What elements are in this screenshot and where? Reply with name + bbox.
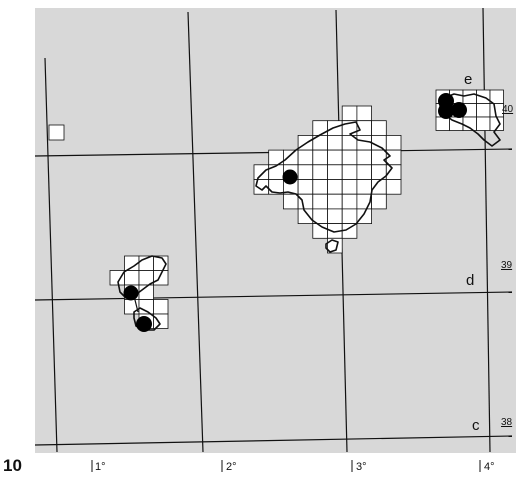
survey-square — [268, 164, 284, 180]
survey-square — [476, 116, 491, 131]
survey-square — [153, 270, 169, 286]
survey-square — [327, 149, 343, 166]
survey-square — [341, 149, 358, 166]
survey-square — [312, 149, 328, 166]
meridian-1 — [44, 57, 58, 453]
survey-square — [435, 116, 450, 131]
survey-square-west-edge — [48, 124, 65, 141]
survey-square — [462, 89, 477, 104]
lat-label-40: 40 — [502, 104, 514, 115]
survey-square — [341, 179, 358, 195]
survey-square — [297, 164, 314, 180]
survey-square — [476, 103, 491, 118]
survey-square — [153, 313, 169, 329]
record-dot-menorca-2 — [438, 103, 454, 119]
survey-square — [327, 208, 343, 224]
survey-square — [297, 193, 314, 210]
survey-square — [385, 134, 402, 151]
survey-square — [356, 164, 372, 180]
coast-menorca — [439, 93, 501, 147]
coast-formentera — [133, 307, 161, 331]
survey-square — [341, 208, 358, 224]
survey-square — [327, 193, 343, 210]
lat-label-39: 39 — [501, 260, 513, 271]
survey-square — [109, 270, 125, 286]
survey-square — [312, 193, 328, 210]
coast-mallorca — [255, 121, 393, 233]
meridian-4 — [482, 7, 491, 453]
survey-square — [356, 208, 372, 224]
bottom-ticks — [91, 460, 481, 472]
survey-square — [282, 149, 299, 166]
lat-label-38: 38 — [501, 417, 513, 428]
zone-letter-c: c — [472, 417, 480, 434]
record-dot-ibiza — [123, 285, 139, 301]
survey-square — [341, 193, 358, 210]
lon-label-1: 1° — [95, 461, 106, 473]
meridian-2 — [187, 11, 204, 453]
lon-label-3: 3° — [356, 461, 367, 473]
survey-square — [356, 134, 372, 151]
survey-square — [356, 149, 372, 166]
record-dots — [123, 93, 467, 332]
survey-square — [312, 164, 328, 180]
survey-square — [312, 120, 328, 136]
survey-square — [356, 105, 372, 122]
figure-number: 10 — [3, 456, 22, 475]
map-background — [35, 8, 516, 453]
survey-square — [282, 193, 299, 210]
survey-square — [371, 120, 387, 136]
lon-label-4: 4° — [484, 461, 495, 473]
survey-square — [253, 164, 270, 180]
zone-letter-e: e — [464, 71, 472, 88]
survey-squares-mallorca — [253, 105, 402, 254]
lon-label-2: 2° — [226, 461, 237, 473]
survey-square — [341, 105, 358, 122]
survey-square — [327, 134, 343, 151]
parallel-38 — [34, 435, 513, 446]
record-dot-formentera — [136, 316, 152, 332]
survey-square — [371, 134, 387, 151]
coastlines — [117, 93, 501, 331]
record-dot-menorca-3 — [451, 102, 467, 118]
survey-square — [297, 179, 314, 195]
survey-square — [341, 164, 358, 180]
survey-square — [297, 149, 314, 166]
survey-square — [356, 179, 372, 195]
survey-square — [371, 149, 387, 166]
survey-square — [124, 270, 140, 286]
survey-square — [327, 164, 343, 180]
survey-square — [385, 179, 402, 195]
parallel-39 — [34, 291, 513, 301]
survey-square — [312, 179, 328, 195]
survey-square — [371, 193, 387, 210]
survey-square — [489, 89, 504, 104]
coast-cabrera — [325, 239, 339, 253]
record-dot-mallorca — [282, 169, 298, 185]
zone-letter-d: d — [466, 272, 474, 289]
survey-square — [327, 179, 343, 195]
survey-square — [153, 299, 169, 315]
